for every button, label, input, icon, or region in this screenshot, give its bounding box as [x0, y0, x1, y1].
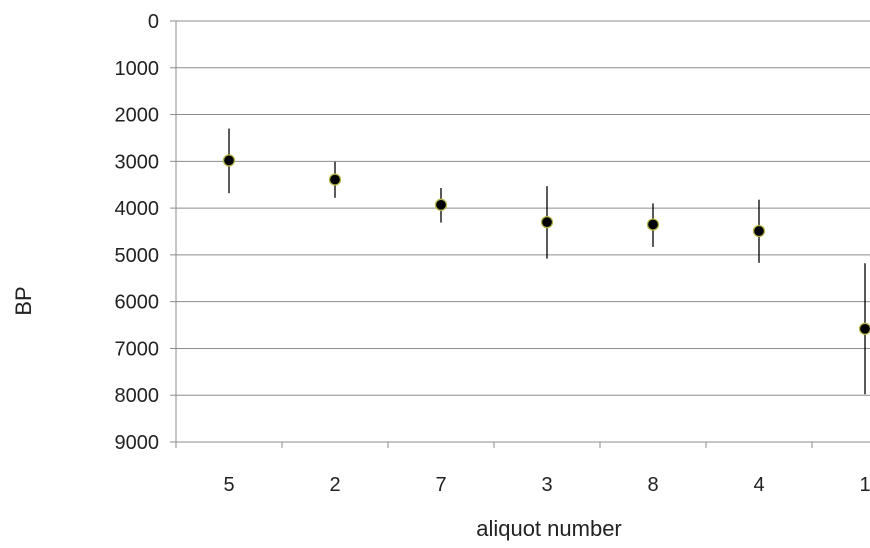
y-tick-label: 3000: [115, 151, 160, 173]
x-tick-label: 4: [753, 474, 764, 496]
data-point: [858, 322, 870, 335]
y-tick-label: 5000: [115, 245, 160, 267]
y-tick-label: 8000: [115, 385, 160, 407]
data-point: [540, 215, 554, 229]
y-tick-label: 0: [148, 11, 159, 33]
y-tick-label: 9000: [115, 432, 160, 454]
y-tick-label: 1000: [115, 58, 160, 80]
x-tick-label: 5: [223, 474, 234, 496]
x-tick-label: 8: [647, 474, 658, 496]
x-tick-label: 1: [859, 474, 870, 496]
data-point: [222, 154, 236, 167]
x-tick-label: 7: [435, 474, 446, 496]
y-tick-label: 6000: [115, 292, 160, 314]
x-axis-label: aliquot number: [476, 516, 622, 541]
y-tick-labels: 0 1000 2000 3000 4000 5000 6000 7000 8000 9000: [115, 11, 160, 454]
data-point: [434, 198, 448, 211]
gridlines: [176, 20, 870, 443]
y-tick-label: 2000: [115, 105, 160, 127]
y-tick-label: 7000: [115, 338, 160, 360]
axes: [170, 20, 813, 448]
data-points: [222, 154, 870, 335]
x-tick-label: 3: [541, 474, 552, 496]
data-point: [646, 218, 660, 231]
y-axis-label: BP: [11, 286, 36, 315]
x-tick-label: 2: [329, 474, 340, 496]
data-point: [328, 173, 342, 186]
error-bars: [228, 128, 866, 395]
y-tick-label: 4000: [115, 198, 160, 220]
data-point: [752, 224, 766, 238]
x-tick-labels: 5 2 7 3 8 4 1: [223, 474, 870, 496]
